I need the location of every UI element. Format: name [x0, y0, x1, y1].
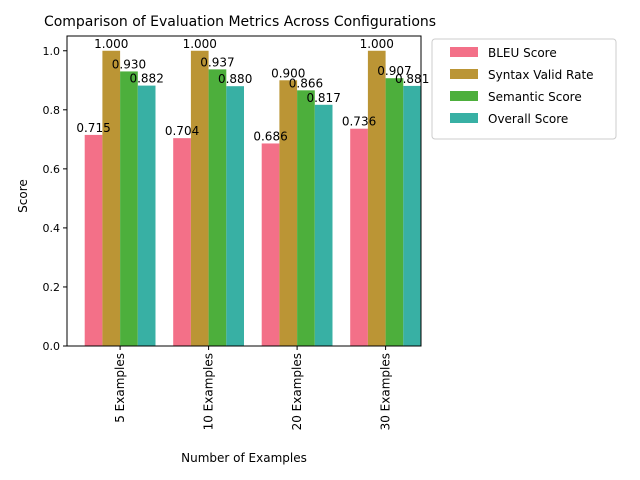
- bar-value-label: 0.736: [342, 115, 376, 129]
- bar: [173, 138, 191, 346]
- bar: [403, 85, 421, 347]
- bar-value-label: 0.704: [165, 124, 199, 138]
- bar: [226, 86, 244, 346]
- y-tick-label: 0.8: [43, 104, 61, 117]
- y-tick-label: 0.4: [43, 222, 61, 235]
- y-axis-label: Score: [16, 179, 30, 213]
- legend: BLEU Score Syntax Valid Rate Semantic Scor…: [431, 38, 617, 140]
- legend-swatch: [450, 47, 478, 57]
- bar-value-label: 0.866: [289, 76, 323, 90]
- y-axis: 0.0 0.2 0.4 0.6 0.8 1.0: [43, 45, 67, 353]
- bar: [279, 80, 298, 347]
- x-tick-label: 20 Examples: [290, 353, 304, 430]
- plot-area: 0.715 0.704 0.686 0.736 1.000 1.000 0.900 1.000…: [66, 35, 429, 347]
- bar: [208, 69, 227, 346]
- bar: [190, 50, 209, 347]
- x-tick-label: 10 Examples: [202, 353, 216, 430]
- legend-label: Overall Score: [488, 112, 568, 126]
- bar: [261, 143, 280, 346]
- plot-frame: [66, 35, 422, 347]
- bar: [120, 71, 138, 346]
- bar-value-label: 0.882: [129, 72, 163, 86]
- bar: [137, 85, 156, 346]
- bar: [314, 104, 333, 347]
- legend-label: Syntax Valid Rate: [488, 68, 594, 82]
- bar-value-label: 1.000: [94, 37, 128, 51]
- y-tick-label: 1.0: [43, 45, 61, 58]
- bar-value-label: 0.686: [253, 129, 287, 143]
- bar: [84, 134, 103, 346]
- bar: [297, 90, 315, 346]
- legend-label: BLEU Score: [488, 46, 557, 60]
- legend-swatch: [450, 113, 478, 123]
- bar-value-label: 0.900: [271, 66, 305, 80]
- chart-title: Comparison of Evaluation Metrics Across …: [44, 14, 436, 30]
- y-tick-label: 0.0: [43, 340, 61, 353]
- bar: [367, 50, 386, 347]
- bar-value-label: 1.000: [183, 37, 217, 51]
- y-tick-label: 0.6: [43, 163, 61, 176]
- bar-value-label: 0.907: [377, 64, 411, 78]
- bar-value-label: 1.000: [360, 37, 394, 51]
- x-tick-label: 30 Examples: [379, 353, 393, 430]
- bar-value-label: 0.937: [200, 55, 234, 69]
- y-tick-label: 0.2: [43, 281, 61, 294]
- x-axis: 5 Examples 10 Examples 20 Examples 30 Examp…: [113, 346, 393, 430]
- bar: [102, 50, 121, 347]
- bar-value-label: 0.930: [112, 57, 146, 71]
- legend-swatch: [450, 91, 478, 101]
- bar-value-label: 0.817: [306, 91, 340, 105]
- bar-value-label: 0.880: [218, 72, 252, 86]
- bar: [350, 128, 368, 346]
- x-axis-label: Number of Examples: [181, 451, 307, 465]
- bar-value-label: 0.715: [76, 121, 110, 135]
- bar-value-label: 0.881: [395, 72, 429, 86]
- x-tick-label: 5 Examples: [113, 353, 127, 423]
- legend-label: Semantic Score: [488, 90, 582, 104]
- legend-swatch: [450, 69, 478, 79]
- bar: [385, 78, 404, 346]
